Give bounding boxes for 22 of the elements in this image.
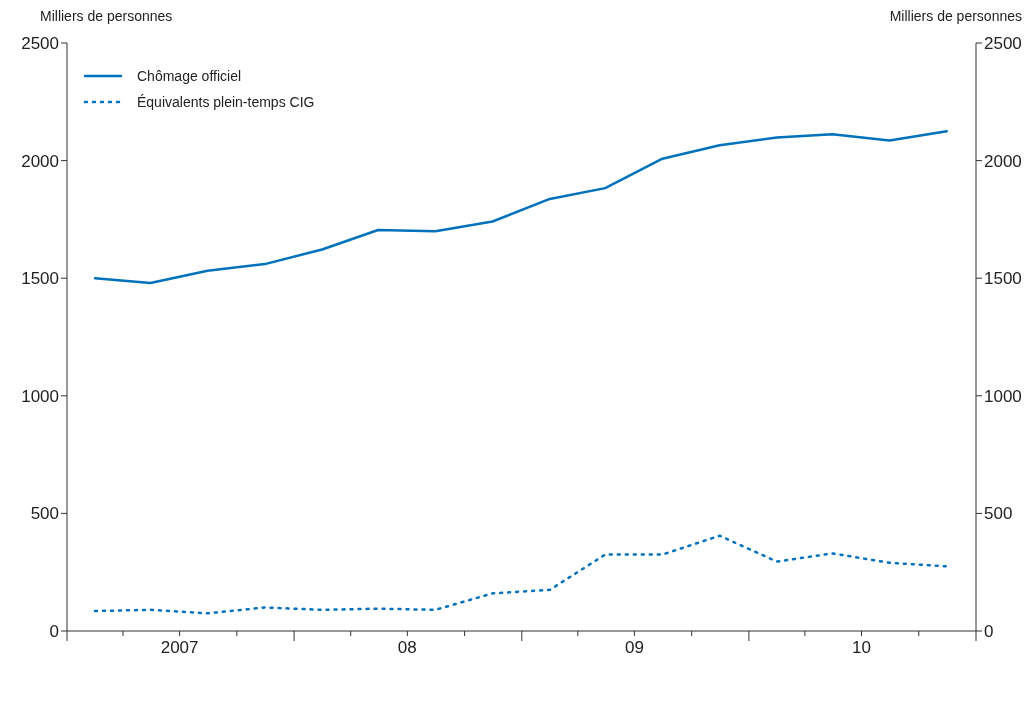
x-tick-label: 08	[397, 638, 417, 657]
y-tick-label: 0	[49, 622, 59, 642]
y2-tick-label: 2000	[984, 151, 1022, 171]
x-tick-label: 10	[852, 638, 871, 657]
y-tick-label: 1500	[21, 269, 59, 289]
legend-label: Chômage officiel	[137, 68, 242, 84]
line-series	[93, 129, 949, 285]
x-tick-label: 2007	[160, 638, 199, 657]
y-tick-label: 500	[30, 504, 59, 524]
y-tick-label: 2500	[21, 34, 59, 54]
y-axis-title: Milliers de personnes	[40, 8, 173, 24]
y2-tick-label: 1500	[984, 269, 1022, 289]
legend-label: Équivalents plein-temps CIG	[137, 94, 315, 110]
y2-tick-label: 0	[984, 622, 994, 642]
line-series	[93, 534, 949, 615]
y-tick-label: 2000	[21, 151, 59, 171]
y2-axis-title: Milliers de personnes	[889, 8, 1022, 24]
y2-tick-label: 2500	[984, 34, 1022, 54]
y2-tick-label: 1000	[984, 386, 1022, 406]
y-tick-label: 1000	[21, 386, 59, 406]
x-tick-label: 09	[624, 638, 644, 657]
y2-tick-label: 500	[984, 504, 1013, 524]
